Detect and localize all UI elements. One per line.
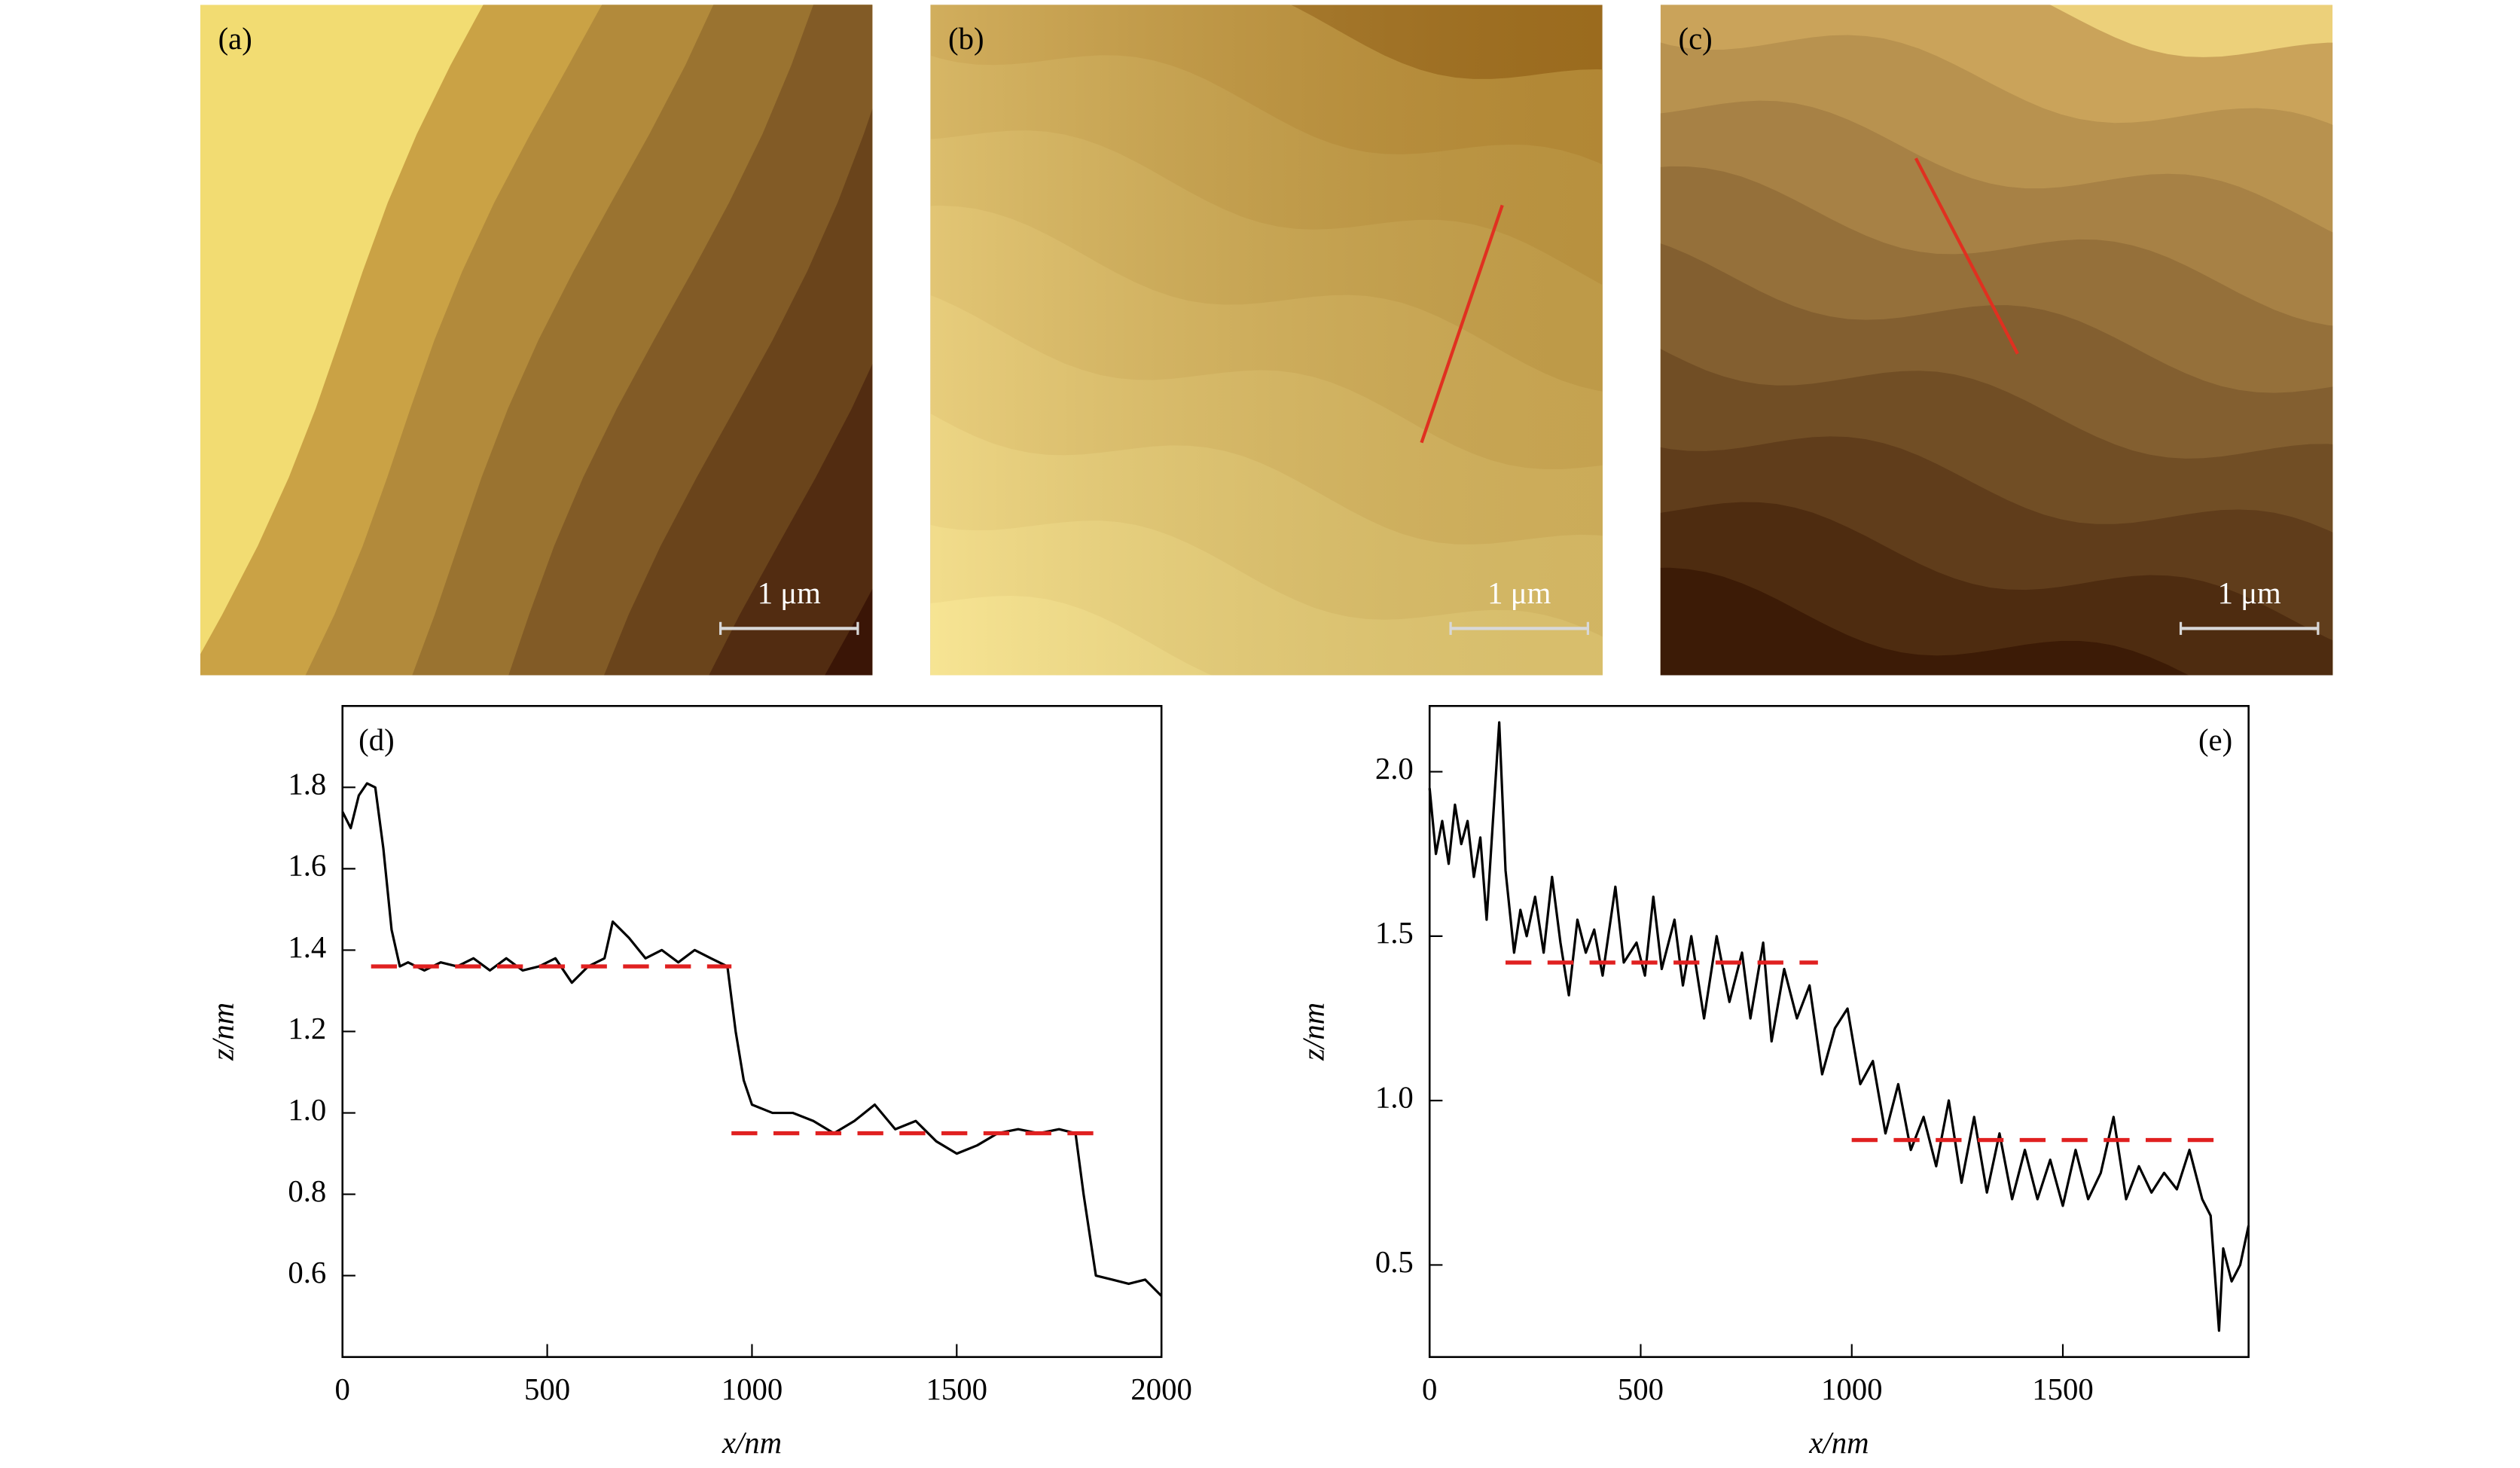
y-tick-label: 1.4 — [288, 930, 326, 964]
x-axis-label: x/nm — [1808, 1426, 1869, 1460]
x-tick-label: 1500 — [926, 1372, 988, 1406]
panel-label: (b) — [948, 22, 984, 56]
panel-label: (e) — [2198, 723, 2232, 757]
x-tick-label: 1500 — [2032, 1372, 2094, 1406]
terrace — [1660, 567, 2189, 676]
terrace — [709, 364, 873, 676]
terrace — [825, 589, 873, 676]
y-tick-label: 1.0 — [1375, 1081, 1414, 1115]
y-tick-label: 2.0 — [1375, 752, 1414, 786]
y-tick-label: 1.2 — [288, 1012, 326, 1045]
y-tick-label: 1.6 — [288, 849, 326, 883]
scale-bar-label: 1 μm — [758, 576, 821, 610]
panel-label: (a) — [218, 22, 252, 56]
profile-line — [1914, 157, 2019, 355]
plot-frame — [1428, 705, 2250, 1358]
shading — [930, 5, 1603, 676]
x-tick-label: 1000 — [722, 1372, 783, 1406]
y-tick-label: 0.8 — [288, 1174, 326, 1208]
x-tick-label: 1000 — [1821, 1372, 1883, 1406]
panel-label: (d) — [358, 723, 395, 757]
x-tick-label: 0 — [1422, 1372, 1437, 1406]
profile-line — [341, 782, 1163, 1297]
scale-bar-label: 1 μm — [2218, 576, 2281, 610]
afm-image: (a) 1 μm — [200, 5, 873, 676]
x-tick-label: 500 — [1618, 1372, 1664, 1406]
y-axis-label: z/nm — [206, 1003, 240, 1061]
y-tick-label: 1.8 — [288, 768, 326, 801]
y-tick-label: 0.5 — [1375, 1245, 1414, 1279]
x-tick-label: 500 — [524, 1372, 570, 1406]
x-tick-label: 2000 — [1130, 1372, 1192, 1406]
profile-line — [1428, 721, 2250, 1332]
profile-line — [1420, 204, 1504, 444]
afm-image: (b) 1 μm — [930, 5, 1603, 676]
y-tick-label: 0.6 — [288, 1256, 326, 1289]
x-axis-label: x/nm — [722, 1426, 782, 1460]
scale-bar-label: 1 μm — [1487, 576, 1551, 610]
y-tick-label: 1.0 — [288, 1093, 326, 1127]
y-tick-label: 1.5 — [1375, 916, 1414, 950]
plot-frame — [341, 705, 1163, 1358]
afm-image: (c) 1 μm — [1660, 5, 2333, 676]
panel-label: (c) — [1679, 22, 1713, 56]
x-tick-label: 0 — [335, 1372, 350, 1406]
y-axis-label: z/nm — [1296, 1003, 1330, 1061]
